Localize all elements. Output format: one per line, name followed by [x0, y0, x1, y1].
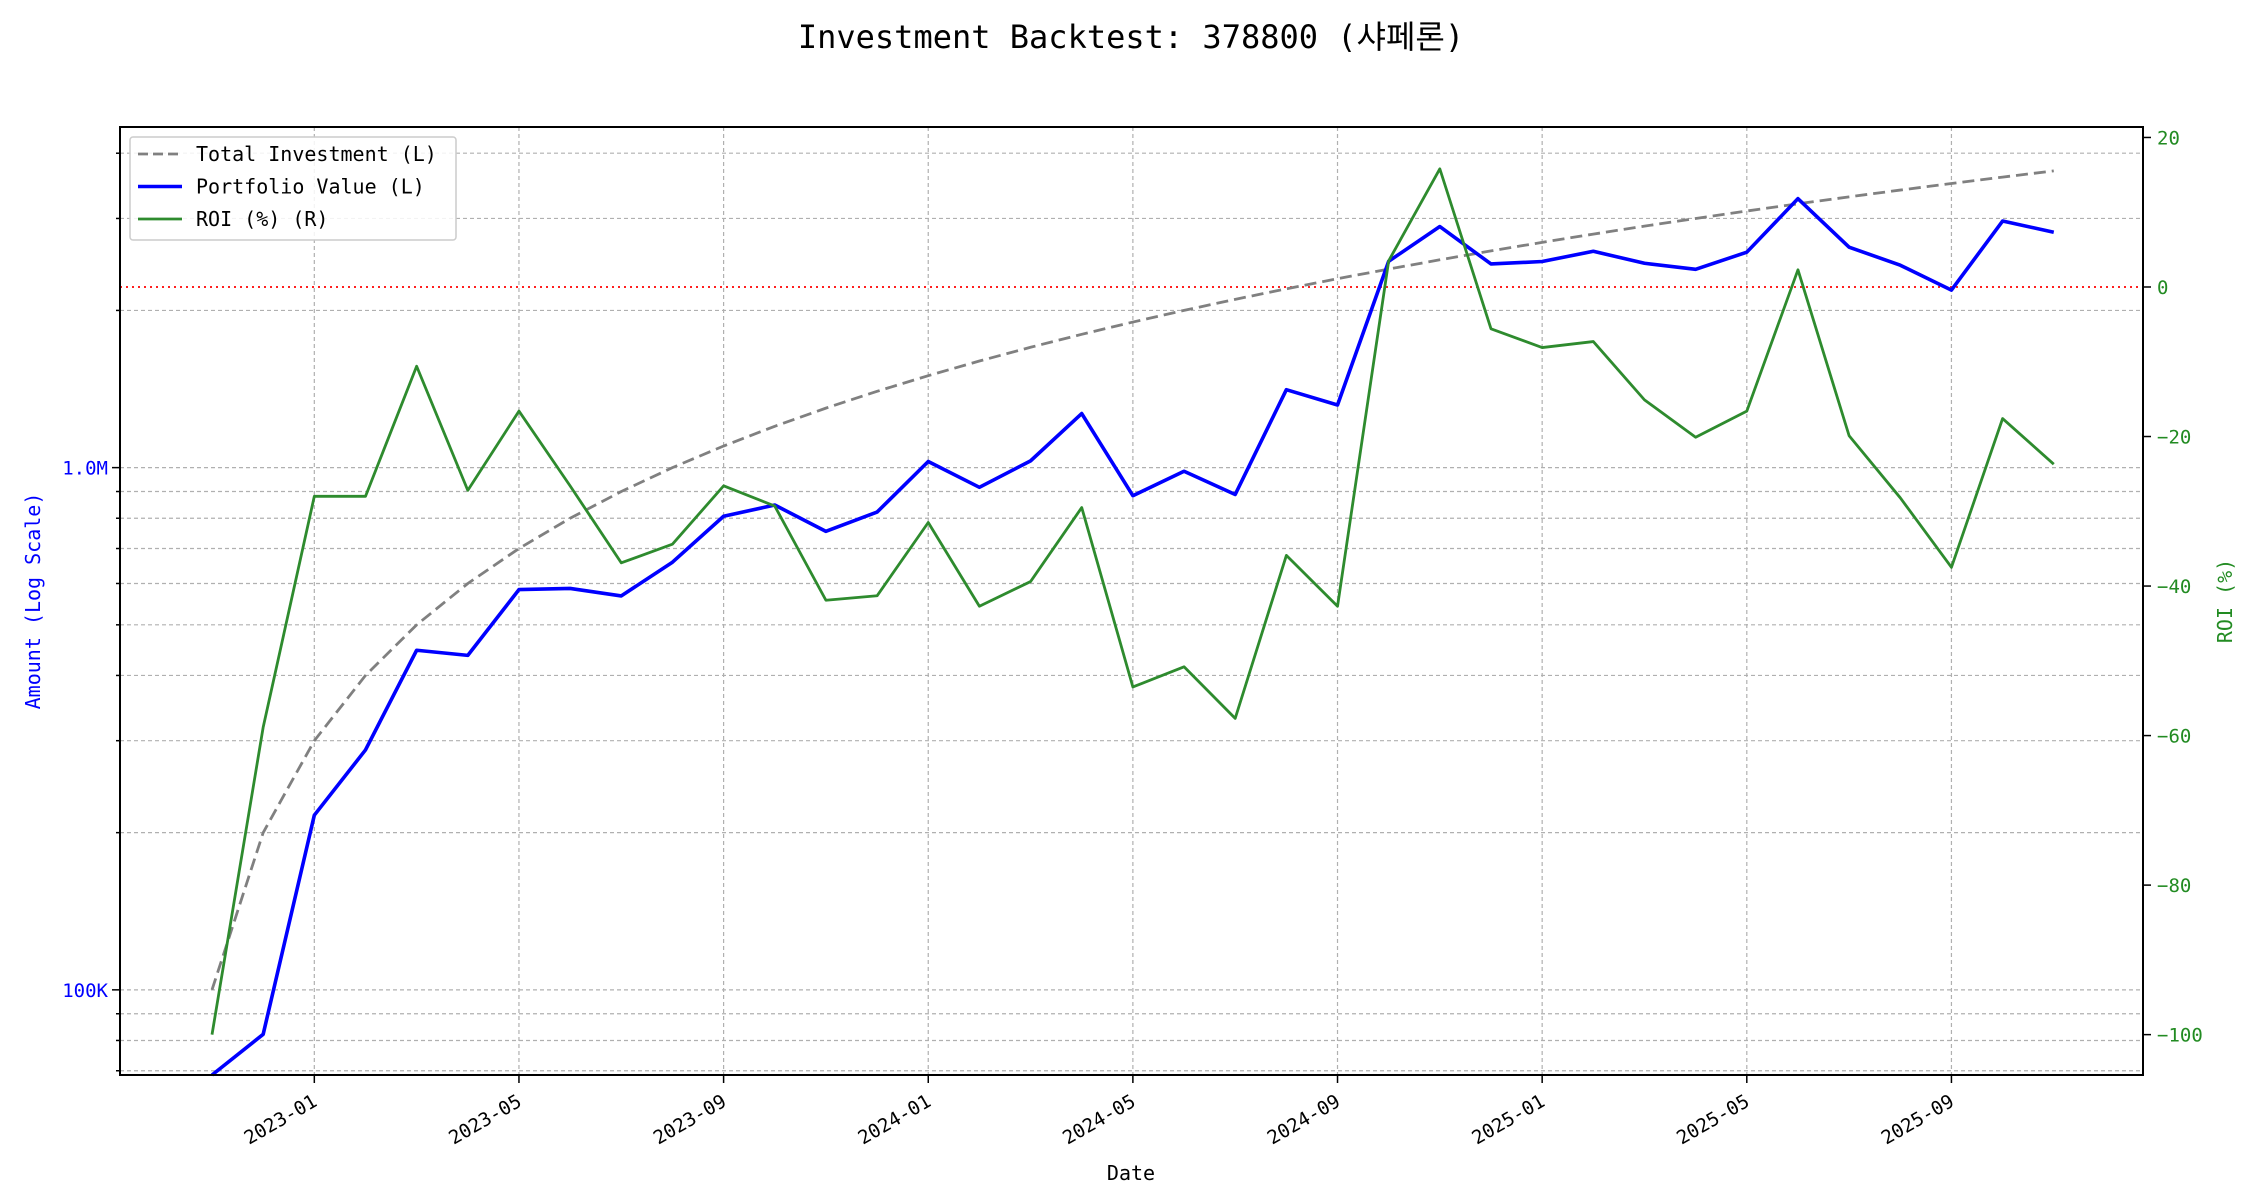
right-tick-label: 20 [2157, 127, 2180, 149]
series-portfolio-value-l [210, 196, 2055, 1077]
x-tick-label: 2023-09 [650, 1090, 730, 1149]
x-tick-label: 2025-01 [1468, 1090, 1548, 1149]
legend-label: Total Investment (L) [196, 142, 437, 166]
right-tick-label: −40 [2157, 576, 2191, 598]
x-axis-ticks: 2023-01 2023-05 2023-09 2024-01 2024-05 2024-… [240, 1075, 1958, 1149]
x-tick-label: 2023-01 [240, 1090, 320, 1149]
right-axis-ticks: 20 0 −20 −40 −60 −80 −100 [2143, 127, 2203, 1047]
x-tick-label: 2025-05 [1673, 1090, 1753, 1149]
left-tick-label: 1.0M [62, 458, 108, 480]
right-tick-label: −20 [2157, 427, 2191, 449]
x-axis-label: Date [1107, 1161, 1155, 1185]
grid [112, 127, 2143, 1075]
plot-frame [119, 126, 2144, 1076]
right-tick-label: 0 [2157, 277, 2168, 299]
left-tick-label: 100K [62, 980, 108, 1002]
x-tick-label: 2023-05 [445, 1090, 525, 1149]
legend: Total Investment (L) Portfolio Value (L) R… [129, 136, 457, 241]
right-axis-label: ROI (%) [2213, 559, 2237, 643]
right-tick-label: −60 [2157, 726, 2191, 748]
left-axis-label: Amount (Log Scale) [21, 493, 45, 710]
x-tick-label: 2025-09 [1878, 1090, 1958, 1149]
chart-title: Investment Backtest: 378800 (샤페론) [798, 18, 1464, 56]
x-tick-label: 2024-09 [1264, 1090, 1344, 1149]
x-tick-label: 2024-05 [1059, 1090, 1139, 1149]
series-layer [120, 167, 2143, 1077]
right-tick-label: −100 [2157, 1025, 2203, 1047]
legend-label: ROI (%) (R) [196, 207, 328, 231]
legend-label: Portfolio Value (L) [196, 175, 425, 199]
x-tick-label: 2024-01 [854, 1090, 934, 1149]
series-roi-r [210, 167, 2055, 1035]
legend-box [129, 136, 457, 241]
right-tick-label: −80 [2157, 875, 2191, 897]
left-axis-ticks: 100K 1.0M [62, 458, 108, 1002]
series-total-investment-l [210, 169, 2054, 991]
